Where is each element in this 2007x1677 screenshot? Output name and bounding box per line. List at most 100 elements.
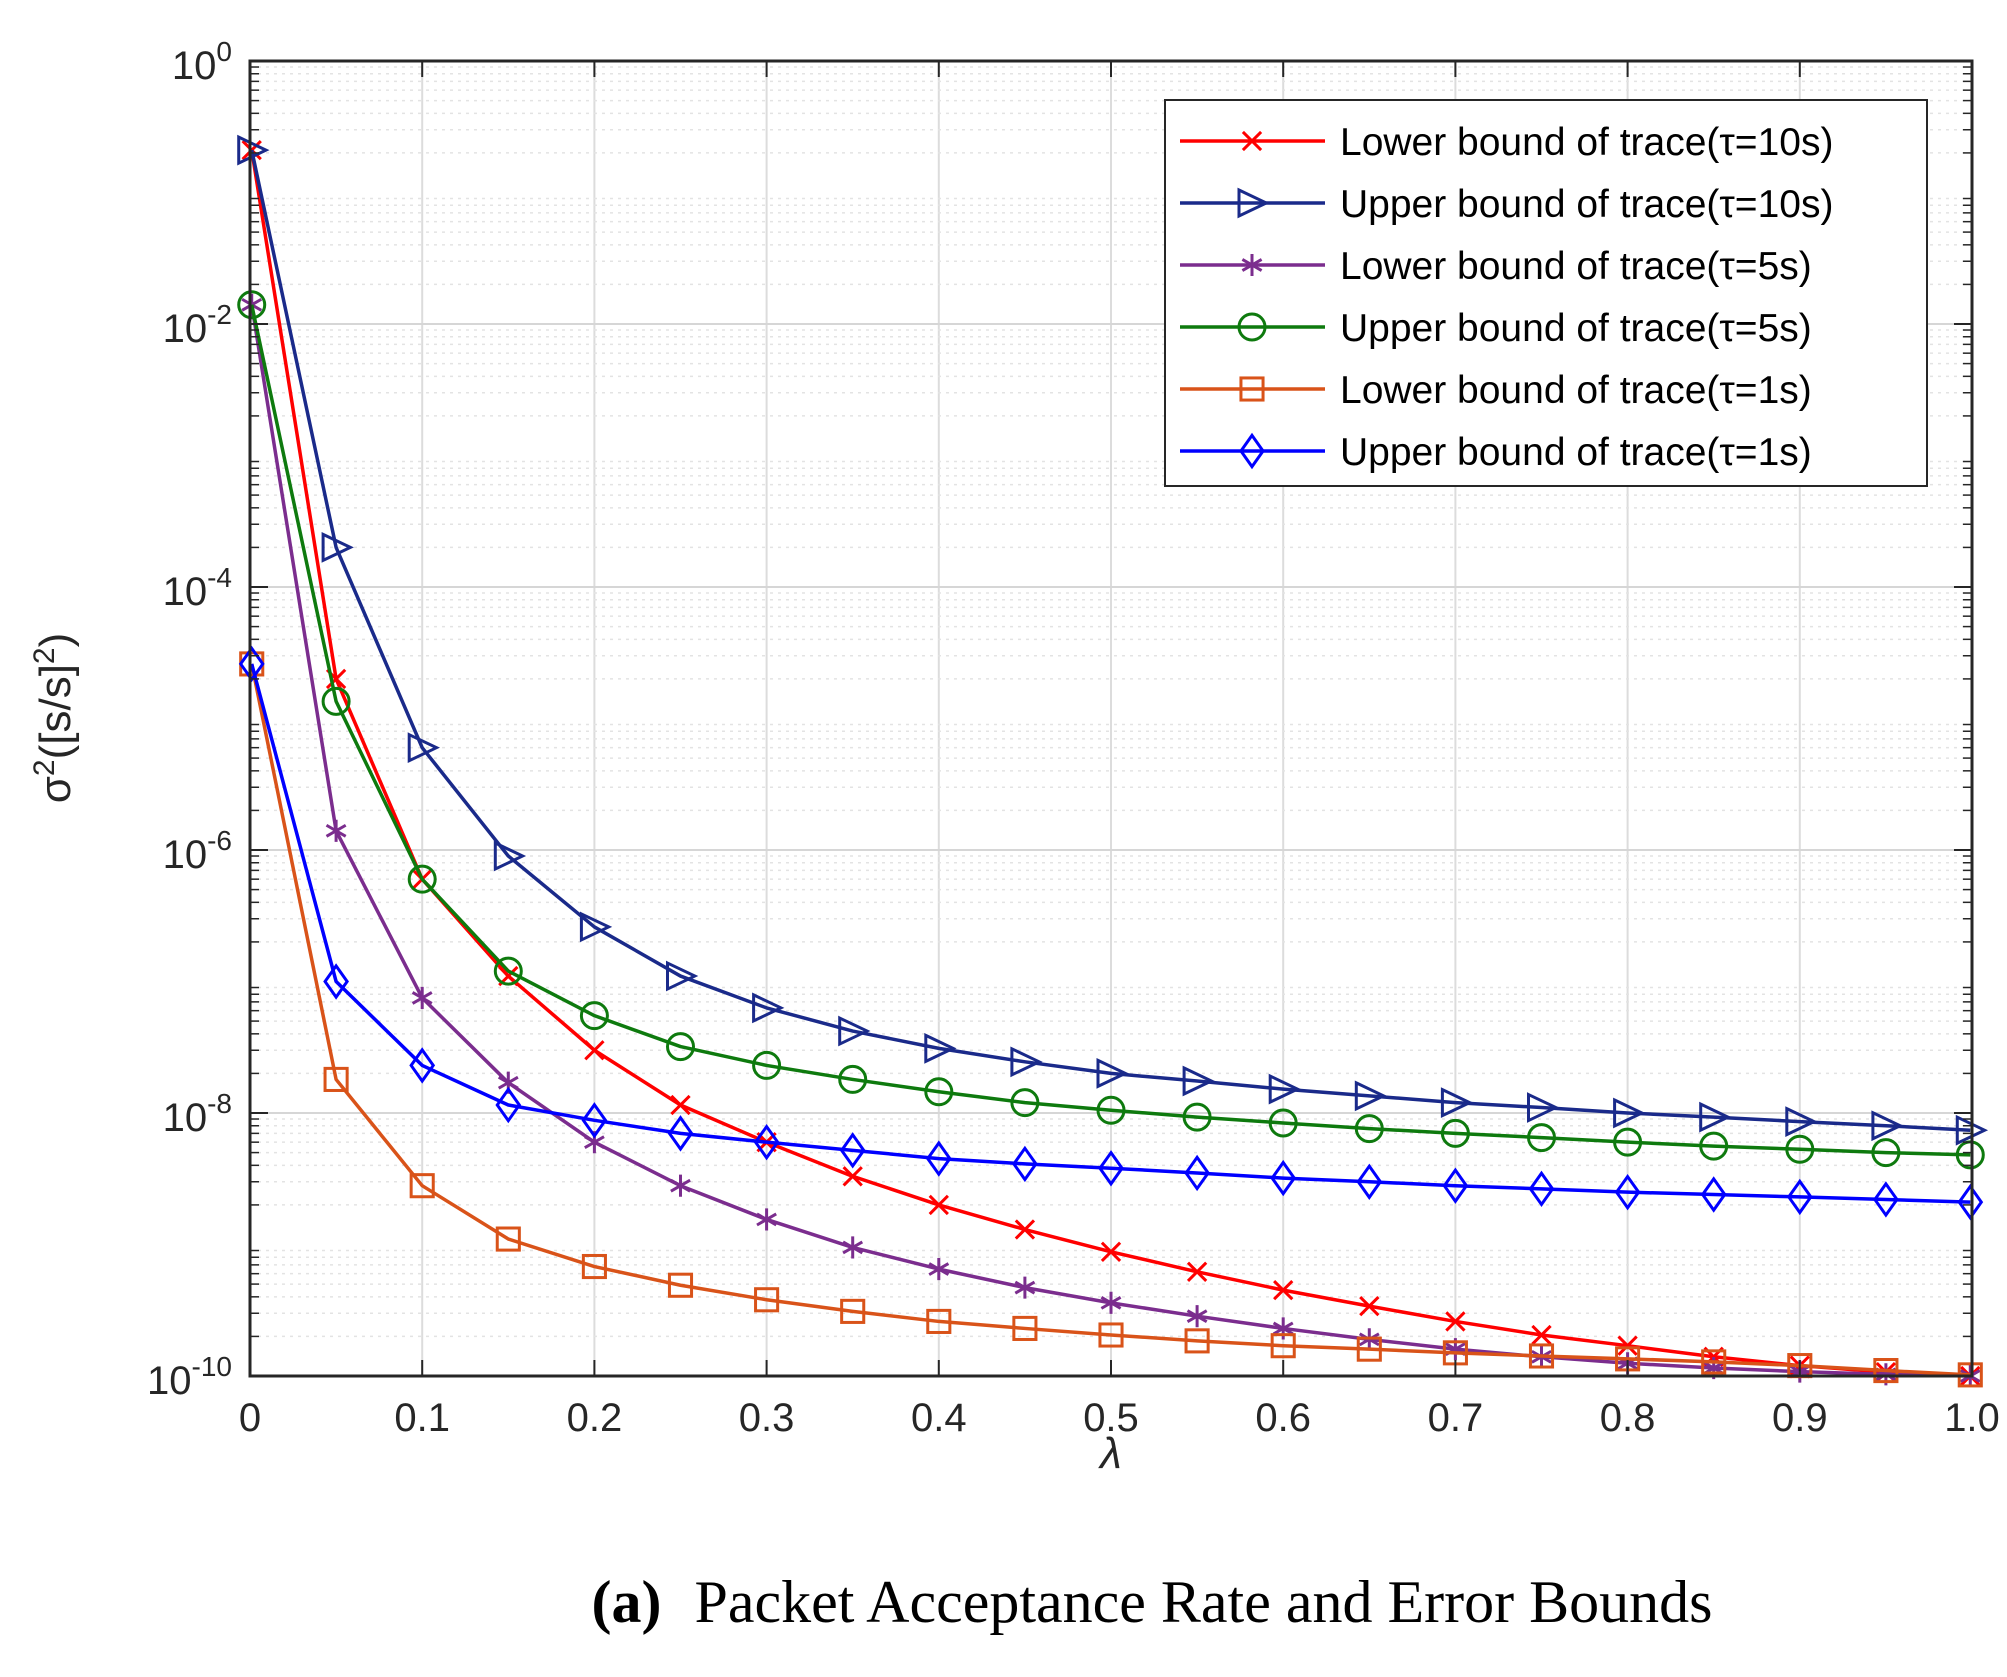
legend-marker (1239, 376, 1265, 402)
data-point (493, 956, 523, 986)
x-tick-label: 0.7 (1428, 1396, 1484, 1440)
data-point (1873, 1358, 1899, 1384)
data-point (323, 963, 349, 1000)
legend-entry: Lower bound of trace(τ=1s) (1180, 369, 1812, 412)
data-point (241, 139, 262, 161)
data-point (325, 819, 347, 842)
data-point (753, 1123, 780, 1161)
data-point (1871, 1110, 1904, 1142)
data-point (407, 864, 437, 894)
data-point (321, 686, 351, 716)
data-point (838, 1015, 871, 1047)
legend-marker (1241, 130, 1263, 152)
data-point (1440, 1118, 1470, 1148)
data-point (666, 960, 699, 992)
legend-box (1164, 99, 1928, 487)
data-point (1527, 1092, 1560, 1123)
data-point (928, 1194, 949, 1216)
data-point (670, 1174, 691, 1197)
x-tick-label: 0.8 (1600, 1396, 1656, 1440)
data-point (1699, 1131, 1729, 1161)
data-point (1871, 1138, 1901, 1168)
tick-marks (249, 60, 1973, 1377)
data-point (924, 1077, 954, 1107)
data-point (1528, 1170, 1555, 1208)
data-point (1527, 1123, 1556, 1153)
data-point (1442, 1167, 1469, 1204)
data-point (1012, 1145, 1038, 1183)
data-point (1096, 1058, 1129, 1089)
series-group (237, 134, 1989, 1388)
svg-text:(a) Packet Acceptance Ra: (a) Packet Acceptance Rate and Error Bou… (592, 1569, 1713, 1635)
x-tick-label: 0.1 (394, 1396, 450, 1440)
data-point (407, 732, 440, 764)
legend-entry: Upper bound of trace(τ=10s) (1180, 183, 1833, 226)
data-point (670, 1094, 691, 1116)
legend-label: Upper bound of trace(τ=1s) (1340, 431, 1812, 474)
series-line (250, 304, 1971, 1157)
legend-label: Lower bound of trace(τ=10s) (1340, 121, 1833, 164)
data-point (584, 1040, 605, 1061)
data-point (581, 1253, 607, 1280)
series-3 (237, 290, 1985, 1170)
data-point (1531, 1324, 1552, 1346)
data-point (1617, 1335, 1638, 1356)
data-point (1268, 1073, 1301, 1105)
y-tick-label: 10-6 (163, 825, 232, 877)
data-point (925, 1140, 952, 1177)
y-tick-label: 10-4 (163, 562, 232, 614)
y-tick-label: 10-10 (147, 1351, 232, 1403)
data-point (924, 1033, 957, 1064)
data-point (1957, 1183, 1984, 1221)
data-point (495, 1086, 522, 1124)
data-point (1100, 1241, 1122, 1262)
data-point (839, 1132, 866, 1169)
x-tick-label: 0.9 (1772, 1396, 1828, 1440)
data-point (237, 134, 270, 166)
data-point (1098, 1150, 1124, 1187)
data-point (1096, 1095, 1126, 1125)
data-point (1182, 1065, 1215, 1097)
data-point (579, 1001, 609, 1031)
data-point (1100, 1291, 1122, 1314)
data-point (1701, 1349, 1727, 1375)
data-point (1356, 1336, 1382, 1362)
data-point (1010, 1046, 1043, 1078)
data-point (1014, 1276, 1036, 1299)
legend-label: Upper bound of trace(τ=10s) (1340, 183, 1833, 226)
caption: (a) Packet Acceptance Rate and Error Bou… (592, 1569, 1713, 1635)
legend-marker (1241, 253, 1263, 277)
data-point (1184, 1328, 1210, 1354)
data-point (1014, 1219, 1036, 1240)
data-point (1186, 1305, 1208, 1328)
data-point (493, 840, 527, 872)
caption-text: Packet Acceptance Rate and Error Bounds (695, 1569, 1713, 1635)
data-point (1356, 1163, 1383, 1200)
data-point (926, 1308, 952, 1334)
data-point (1613, 1097, 1646, 1129)
data-point (842, 1236, 864, 1259)
x-tick-label: 1.0 (1944, 1396, 2000, 1440)
legend-label: Lower bound of trace(τ=1s) (1340, 369, 1812, 412)
data-point (752, 992, 785, 1024)
data-point (838, 1064, 868, 1094)
data-point (1184, 1154, 1210, 1192)
data-point (1440, 1087, 1474, 1118)
data-point (1614, 1173, 1641, 1211)
x-tick-label: 0.3 (739, 1396, 795, 1440)
series-line (250, 663, 1971, 1377)
data-point (1873, 1181, 1899, 1218)
y-tick-label: 10-8 (163, 1088, 232, 1140)
data-point (1010, 1088, 1040, 1118)
data-point (1012, 1315, 1038, 1341)
legend: Lower bound of trace(τ=10s) Upper bound o… (1164, 99, 1928, 487)
data-point (842, 1166, 863, 1187)
legend-entry: Lower bound of trace(τ=10s) (1180, 121, 1833, 164)
data-point (1359, 1295, 1380, 1317)
data-point (237, 290, 267, 320)
x-tick-label: 0.2 (567, 1396, 623, 1440)
data-point (667, 1272, 694, 1298)
data-point (1182, 1102, 1212, 1132)
series-5 (238, 645, 1984, 1221)
data-point (666, 1032, 695, 1062)
